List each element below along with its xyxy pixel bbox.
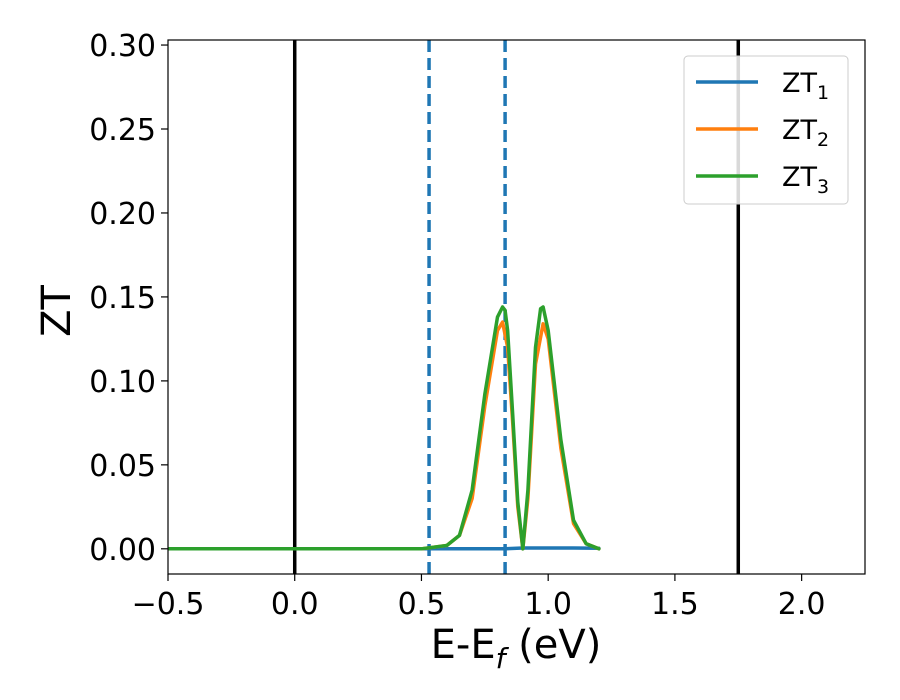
legend-label: ZT1 <box>782 68 829 104</box>
x-tick-label: 1.0 <box>524 587 572 622</box>
y-axis-label: ZT <box>34 285 80 337</box>
y-tick-label: 0.10 <box>89 365 156 400</box>
x-axis-label: E-Ef (eV) <box>431 622 602 675</box>
y-tick-label: 0.15 <box>89 281 156 316</box>
y-tick-label: 0.00 <box>89 533 156 568</box>
series-line-zt3 <box>168 305 601 551</box>
plot-frame <box>167 39 866 575</box>
x-tick-label: 0.0 <box>271 587 319 622</box>
x-tick-label: −0.5 <box>132 587 205 622</box>
legend: ZT1 ZT2 ZT3 <box>683 55 849 205</box>
legend-box <box>683 55 849 205</box>
x-tick-label: 2.0 <box>778 587 826 622</box>
y-tick-label: 0.25 <box>89 113 156 148</box>
y-tick-label: 0.30 <box>89 29 156 64</box>
legend-label: ZT3 <box>782 162 829 198</box>
y-tick-label: 0.05 <box>89 449 156 484</box>
x-tick-label: 0.5 <box>398 587 446 622</box>
x-tick-label: 1.5 <box>651 587 699 622</box>
legend-label: ZT2 <box>782 115 829 151</box>
y-tick-label: 0.20 <box>89 197 156 232</box>
